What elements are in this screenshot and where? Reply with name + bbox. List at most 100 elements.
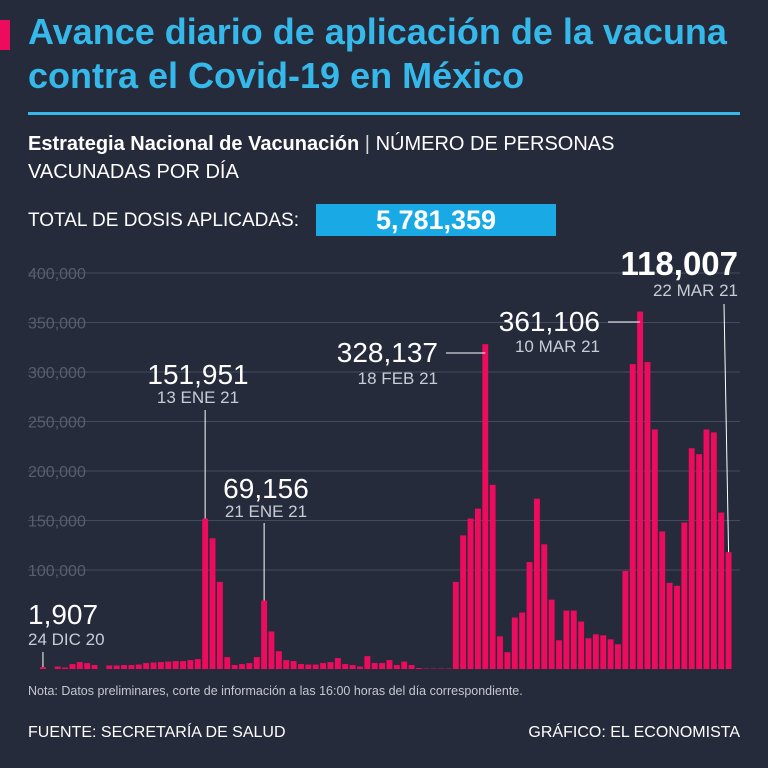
bar [239, 664, 245, 669]
bar [150, 662, 157, 669]
annotation-value: 69,156 [223, 473, 309, 504]
bar [364, 656, 371, 669]
y-tick-label: 250,000 [28, 415, 86, 432]
bar [696, 454, 703, 669]
bar [644, 362, 651, 669]
bar [710, 432, 717, 669]
bar [275, 651, 282, 669]
bar [106, 665, 113, 669]
bar [342, 664, 349, 669]
bar [268, 631, 275, 669]
bar [357, 666, 363, 669]
bar [187, 660, 194, 669]
bar [718, 512, 725, 669]
bar [629, 364, 636, 669]
bar [393, 665, 400, 669]
bar [180, 661, 186, 669]
bar [91, 665, 98, 669]
title-divider [28, 112, 740, 115]
bar [681, 522, 688, 669]
bar [84, 663, 91, 669]
chart-title: Avance diario de aplicación de la vacuna… [28, 11, 727, 96]
bar [224, 657, 231, 669]
bar [541, 544, 548, 669]
annotation-date: 18 FEB 21 [358, 369, 438, 388]
annotation-value: 118,007 [621, 245, 738, 282]
bar [497, 636, 503, 669]
source-credit: FUENTE: SECRETARÍA DE SALUD [28, 724, 286, 741]
bar [489, 484, 496, 669]
bar [135, 664, 142, 669]
annotation-date: 13 ENE 21 [157, 388, 239, 407]
subtitle-separator: | [364, 133, 370, 155]
bar [209, 538, 216, 669]
bar [460, 535, 467, 669]
bar [578, 621, 585, 669]
y-tick-label: 200,000 [28, 464, 86, 481]
bar [615, 644, 621, 669]
bar [261, 600, 268, 669]
bar [157, 662, 164, 669]
bar [113, 665, 120, 669]
bar [666, 582, 673, 669]
bar [563, 610, 570, 669]
bar [40, 667, 46, 669]
bar [415, 668, 422, 669]
bar [556, 640, 562, 669]
bar [600, 635, 607, 669]
bar [607, 639, 614, 669]
title-accent-bar [0, 20, 10, 50]
y-tick-label: 100,000 [28, 563, 86, 580]
bar [327, 662, 334, 669]
bar [725, 552, 732, 669]
bar [298, 664, 304, 669]
bar [511, 617, 518, 669]
y-tick-label: 300,000 [28, 365, 86, 382]
bar [526, 562, 533, 669]
bar [320, 663, 327, 669]
bar [585, 638, 592, 669]
bar [283, 660, 290, 669]
bar [401, 661, 408, 669]
bar [519, 612, 526, 669]
bar [305, 664, 312, 669]
graphic-credit: GRÁFICO: EL ECONOMISTA [528, 724, 740, 741]
y-tick-label: 150,000 [28, 514, 86, 531]
bar [128, 665, 135, 669]
bar [312, 664, 319, 669]
bar [165, 661, 172, 669]
bars [40, 311, 732, 669]
bar [688, 448, 695, 669]
bar [172, 661, 179, 669]
subtitle-strategy: Estrategia Nacional de Vacunación [28, 133, 360, 155]
bar [592, 634, 599, 669]
bar [637, 311, 644, 669]
bar [216, 581, 223, 669]
footnote: Nota: Datos preliminares, corte de infor… [28, 684, 523, 698]
bar [452, 581, 459, 669]
bar [467, 518, 474, 669]
subtitle-metric: NÚMERO DE PERSONAS VACUNADAS POR DÍA [28, 133, 615, 183]
bar [231, 665, 238, 669]
bar [121, 665, 127, 669]
annotation-date: 24 DIC 20 [28, 630, 105, 649]
y-tick-label: 400,000 [28, 266, 86, 283]
bar [253, 657, 260, 669]
bar [674, 585, 680, 669]
bar [703, 429, 710, 669]
bar [548, 599, 555, 669]
bar [371, 663, 378, 669]
bar [482, 344, 489, 669]
annotation-value: 1,907 [28, 599, 98, 630]
bar [62, 667, 69, 669]
y-tick-label: 350,000 [28, 316, 86, 333]
bar [76, 662, 83, 669]
total-doses-value: 5,781,359 [316, 204, 556, 236]
bar [69, 664, 76, 669]
bar [651, 429, 658, 669]
annotation-date: 21 ENE 21 [225, 502, 307, 521]
bar [504, 652, 511, 669]
total-doses-label: TOTAL DE DOSIS APLICADAS: [28, 210, 300, 231]
